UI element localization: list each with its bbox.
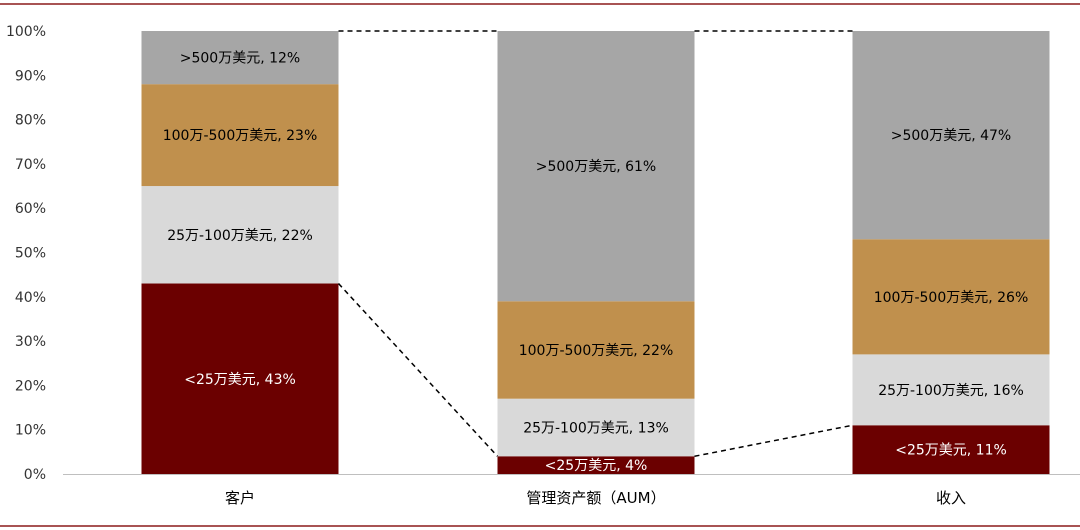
bar-segment [141, 283, 339, 474]
segment-label: <25万美元, 4% [545, 458, 648, 474]
y-tick-label: 70% [15, 157, 46, 173]
category-label: 客户 [225, 489, 255, 507]
y-tick-label: 0% [24, 467, 46, 483]
connector-line [337, 283, 499, 457]
bar-segment [141, 186, 339, 284]
segment-label: >500万美元, 47% [891, 128, 1011, 144]
category-label: 管理资产额（AUM） [526, 489, 665, 507]
y-tick-label: 30% [15, 334, 46, 350]
y-tick-label: 50% [15, 246, 46, 262]
connector-line [694, 424, 853, 458]
segment-label: 100万-500万美元, 23% [163, 128, 318, 144]
y-tick-label: 60% [15, 201, 46, 217]
y-tick-label: 20% [15, 378, 46, 394]
category-label: 收入 [936, 489, 966, 507]
bar-segment [852, 31, 1050, 240]
segment-label: 100万-500万美元, 26% [874, 290, 1029, 306]
connector-lines [337, 30, 853, 458]
bar-segment [852, 239, 1050, 355]
segment-label: <25万美元, 43% [184, 372, 296, 388]
bar-segment [497, 398, 695, 457]
segment-label: >500万美元, 12% [180, 51, 300, 67]
bar-segment [497, 456, 695, 474]
segment-label: 25万-100万美元, 16% [878, 383, 1024, 399]
segment-label: 25万-100万美元, 22% [167, 228, 313, 244]
segment-label: <25万美元, 11% [895, 443, 1007, 459]
y-tick-label: 10% [15, 423, 46, 439]
y-tick-label: 90% [15, 68, 46, 84]
y-tick-label: 100% [6, 24, 46, 40]
segment-label: 100万-500万美元, 22% [519, 343, 674, 359]
y-tick-label: 80% [15, 113, 46, 129]
bar-segment [852, 425, 1050, 474]
segment-label: 25万-100万美元, 13% [523, 420, 669, 436]
bar-segment [497, 31, 695, 302]
y-tick-label: 40% [15, 290, 46, 306]
bar-segment [141, 31, 339, 85]
bar-segment [497, 301, 695, 399]
bar-segment [141, 84, 339, 187]
bars [141, 31, 1050, 474]
segment-label: >500万美元, 61% [536, 159, 656, 175]
bar-segment [852, 354, 1050, 426]
segment-labels: <25万美元, 43% 25万-100万美元, 22% 100万-500万美元, 2… [163, 51, 1029, 475]
axes: 0% 10% 20% 30% 40% 50% 60% 70% 80% 90% 100% 客户 管理资产额… [6, 24, 1080, 507]
